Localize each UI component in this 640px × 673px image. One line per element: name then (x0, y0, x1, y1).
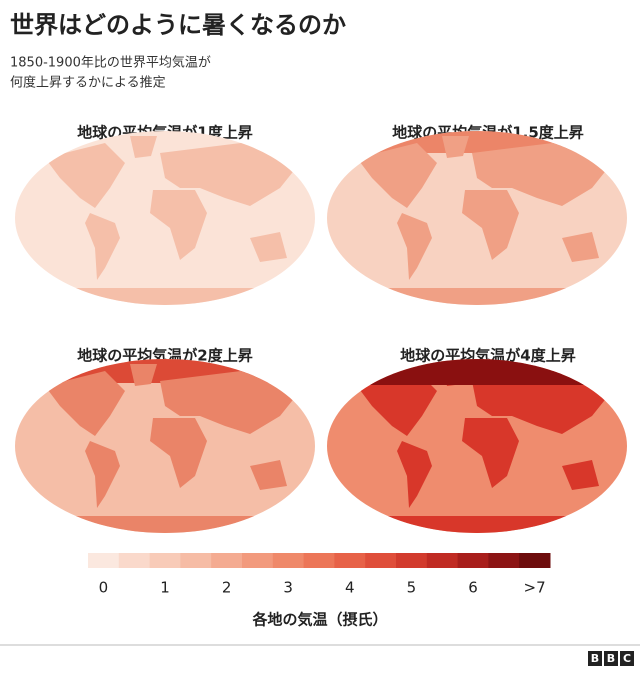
legend-swatch (334, 553, 366, 568)
map (327, 131, 627, 305)
legend-label: 2 (222, 579, 232, 597)
legend-swatch (365, 553, 397, 568)
logo-letter: B (591, 652, 599, 665)
map (15, 359, 315, 533)
legend-label: 6 (468, 579, 478, 597)
legend-swatch (396, 553, 428, 568)
subtitle-line: 1850-1900年比の世界平均気温が (10, 55, 211, 71)
legend-label: 1 (160, 579, 170, 597)
legend-swatch (211, 553, 243, 568)
legend-swatch (272, 553, 305, 568)
legend-swatch (519, 553, 551, 568)
legend: 0 1 2 3 4 5 6 >7 (88, 553, 551, 597)
legend-label: 0 (99, 579, 109, 597)
legend-swatch (488, 553, 520, 568)
map (15, 131, 315, 305)
panel-title: 地球の平均気温が2度上昇 (77, 347, 252, 365)
legend-title: 各地の気温（摂氏） (251, 611, 387, 629)
legend-swatch (149, 553, 181, 568)
legend-label: 5 (407, 579, 417, 597)
legend-swatch (180, 553, 212, 568)
panel-title: 地球の平均気温が4度上昇 (400, 347, 575, 365)
legend-swatch (426, 553, 459, 568)
legend-swatch (303, 553, 335, 568)
legend-label: 3 (283, 579, 293, 597)
legend-swatch (118, 553, 151, 568)
logo-letter: C (623, 652, 631, 665)
map (327, 359, 627, 533)
legend-label: >7 (524, 579, 546, 597)
legend-swatch (457, 553, 489, 568)
logo-letter: B (607, 652, 615, 665)
title: 世界はどのように暑くなるのか (10, 11, 346, 39)
subtitle-line: 何度上昇するかによる推定 (10, 75, 166, 91)
logo: B B C (588, 651, 634, 666)
legend-label: 4 (345, 579, 355, 597)
legend-swatch (242, 553, 274, 568)
legend-swatch (88, 553, 120, 568)
